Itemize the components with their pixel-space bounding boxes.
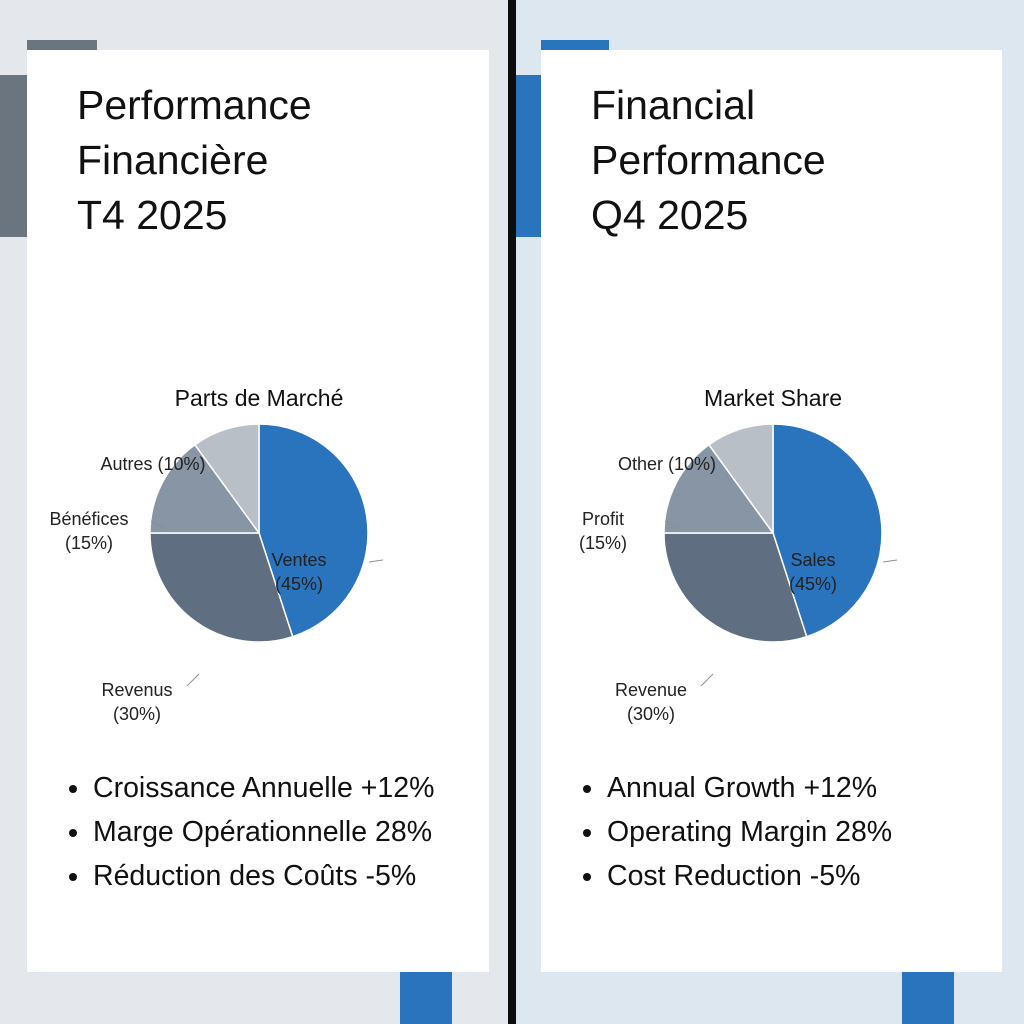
- data-label-sales: Sales (45%): [789, 550, 837, 594]
- data-label-sales: Ventes (45%): [271, 550, 326, 594]
- pie-slice-revenue: [663, 532, 808, 643]
- leader-line-revenue: [700, 673, 714, 687]
- title-line: T4 2025: [77, 192, 228, 238]
- pie-slice-profit: [149, 443, 261, 534]
- pie-slice-other: [193, 423, 260, 536]
- pie-slice-sales: [258, 423, 369, 638]
- left-bottom-accent-block: [400, 972, 452, 1024]
- left-top-accent-bar: [27, 40, 97, 50]
- metric-operating-margin: Operating Margin 28%: [581, 810, 892, 854]
- data-label-other: Autres (10%): [100, 454, 205, 474]
- leader-line-other: [210, 469, 216, 481]
- key-metrics-list: Croissance Annuelle +12% Marge Opération…: [67, 766, 434, 898]
- metric-cost-reduction: Cost Reduction -5%: [581, 854, 892, 898]
- pie-slice-profit: [663, 443, 775, 534]
- right-side-accent-blue: [516, 75, 541, 237]
- data-label-other: Other (10%): [618, 454, 716, 474]
- leader-line-other: [724, 469, 730, 481]
- metric-annual-growth: Croissance Annuelle +12%: [67, 766, 434, 810]
- report-title: Performance Financière T4 2025: [77, 78, 312, 243]
- leader-line-revenue: [186, 673, 200, 687]
- pie-slice-revenue: [149, 532, 294, 643]
- metric-annual-growth: Annual Growth +12%: [581, 766, 892, 810]
- leader-line-profit: [664, 520, 680, 530]
- right-top-accent-bar: [541, 40, 609, 50]
- leader-line-profit: [150, 520, 166, 530]
- key-metrics-list: Annual Growth +12% Operating Margin 28% …: [581, 766, 892, 898]
- market-share-pie-chart: Market Share Sales (45%) Revenue (30%) Profit…: [579, 385, 898, 724]
- title-line: Performance: [591, 137, 826, 183]
- report-title: Financial Performance Q4 2025: [591, 78, 826, 243]
- title-line: Financial: [591, 82, 756, 128]
- panel-divider: [508, 0, 516, 1024]
- data-label-revenue: Revenus (30%): [101, 680, 172, 724]
- pie-slice-other: [707, 423, 774, 536]
- leader-line-sales: [368, 559, 384, 563]
- data-label-profit: Bénéfices (15%): [49, 509, 128, 553]
- french-report-card: Performance Financière T4 2025 Parts de …: [27, 50, 489, 972]
- leader-line-sales: [882, 559, 898, 563]
- pie-slice-sales: [772, 423, 883, 638]
- market-share-pie-chart: Parts de Marché Ventes (45%) Revenus (30%) Bé…: [49, 385, 384, 724]
- metric-operating-margin: Marge Opérationnelle 28%: [67, 810, 434, 854]
- chart-title: Parts de Marché: [175, 385, 344, 411]
- data-label-profit: Profit (15%): [579, 509, 627, 553]
- title-line: Q4 2025: [591, 192, 749, 238]
- chart-title: Market Share: [704, 385, 842, 411]
- title-line: Performance: [77, 82, 312, 128]
- title-line: Financière: [77, 137, 269, 183]
- data-label-revenue: Revenue (30%): [615, 680, 687, 724]
- left-side-accent-gray: [0, 75, 27, 237]
- metric-cost-reduction: Réduction des Coûts -5%: [67, 854, 434, 898]
- english-report-card: Financial Performance Q4 2025 Market Sha…: [541, 50, 1002, 972]
- right-bottom-accent-block: [902, 972, 954, 1024]
